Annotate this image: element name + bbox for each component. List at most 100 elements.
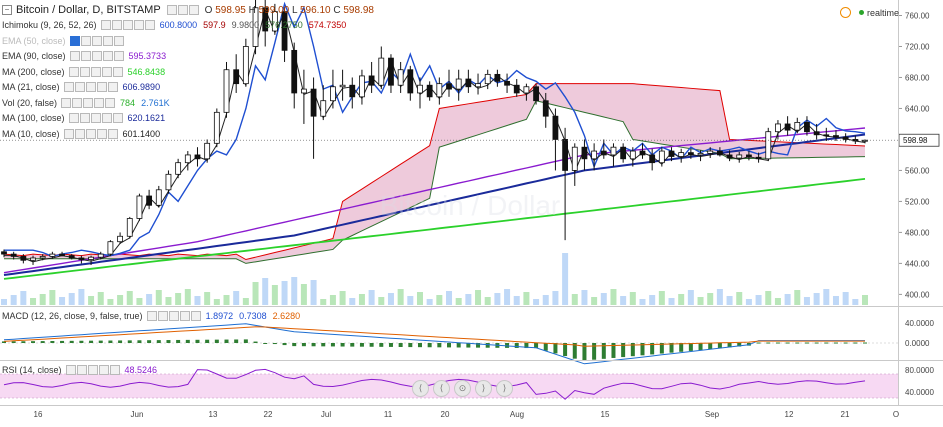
legend-value: 595.3733 [128, 51, 167, 61]
candle-body [746, 154, 752, 158]
candle-body [310, 88, 317, 117]
legend-controls[interactable] [63, 82, 118, 92]
time-tick-label: Aug [510, 410, 524, 419]
volume-bar [252, 282, 259, 305]
legend-row[interactable]: Ichimoku (9, 26, 52, 26) 600.8000 597.9 9.9… [2, 20, 352, 30]
volume-bar [687, 290, 694, 305]
candle-body [68, 255, 75, 259]
macd-histogram-bar [814, 342, 819, 344]
macd-histogram-bar [263, 343, 268, 344]
candle-body [39, 256, 46, 259]
legend-row[interactable]: Vol (20, false) 784 2.761K [2, 97, 176, 108]
macd-histogram-bar [766, 342, 771, 344]
legend-row[interactable]: MA (100, close) 620.1621 [2, 113, 171, 123]
candle-body [823, 134, 830, 137]
candle-body [484, 73, 491, 85]
macd-histogram-bar [456, 343, 461, 348]
candle-body [88, 256, 94, 260]
volume-bar [649, 295, 656, 305]
watermark-text: Bitcoin / Dollar [380, 190, 561, 221]
legend-row[interactable]: MA (200, close) 546.8438 [2, 66, 171, 77]
legend-value: 2.6280 [272, 311, 301, 321]
legend-row[interactable]: EMA (90, close) 595.3733 [2, 51, 172, 61]
volume-bar [126, 291, 133, 305]
candle-body [436, 83, 443, 98]
volume-bar [436, 295, 443, 305]
macd-histogram-bar [185, 339, 190, 343]
collapse-icon[interactable]: − [2, 5, 12, 15]
candle-body [600, 150, 607, 156]
candle-body [349, 84, 356, 98]
ohlc-readout: O 598.95 H 599.00 L 596.10 C 598.98 [204, 4, 374, 16]
volume-bar [610, 289, 617, 305]
symbol-controls[interactable] [166, 5, 199, 15]
volume-bar [368, 290, 375, 305]
candle-body [339, 84, 346, 88]
legend-controls[interactable] [63, 128, 118, 139]
legend-controls[interactable] [65, 365, 120, 375]
legend-row[interactable]: MA (21, close) 606.9890 [2, 82, 166, 92]
macd-histogram-bar [89, 340, 94, 343]
volume-bar [697, 297, 704, 305]
macd-histogram-bar [292, 343, 297, 347]
candle-body [146, 195, 153, 206]
volume-bar [204, 292, 211, 305]
volume-bar [639, 299, 646, 305]
candle-body [707, 150, 714, 154]
macd-histogram-bar [485, 343, 490, 348]
time-tick-label: O [893, 410, 899, 419]
candle-body [523, 86, 530, 94]
macd-histogram-bar [98, 340, 103, 343]
legend-row[interactable]: MA (10, close) 601.1400 [2, 128, 166, 139]
scroll-left-far-icon[interactable]: ⟨ [412, 380, 429, 397]
volume-bar [320, 299, 327, 305]
legend-value: 0.7308 [239, 311, 267, 321]
volume-bar [426, 299, 433, 305]
candle-body [833, 135, 839, 138]
legend-controls[interactable] [69, 35, 124, 46]
candle-body [446, 83, 452, 90]
legend-indicator-name: RSI (14, close) [2, 365, 62, 375]
candle-body [716, 150, 723, 156]
candle-body [107, 241, 114, 255]
legend-controls[interactable] [146, 311, 201, 321]
volume-bar [678, 294, 685, 305]
legend-controls[interactable] [68, 113, 123, 123]
volume-bar [97, 292, 104, 305]
macd-histogram-bar [621, 343, 626, 358]
scroll-right-icon[interactable]: ⟩ [475, 380, 492, 397]
candle-body [765, 131, 772, 160]
candle-body [330, 86, 336, 102]
macd-histogram-bar [427, 343, 432, 348]
legend-controls[interactable] [61, 97, 116, 108]
legend-row[interactable]: EMA (50, close) [2, 35, 129, 46]
volume-bar [581, 290, 588, 305]
volume-bar [291, 277, 298, 305]
scroll-left-icon[interactable]: ⟨ [433, 380, 450, 397]
candle-body [804, 122, 810, 133]
legend-controls[interactable] [69, 51, 124, 61]
legend-indicator-name: MA (200, close) [2, 66, 65, 77]
macd-histogram-bar [21, 341, 26, 343]
scroll-right-far-icon[interactable]: ⟩ [496, 380, 513, 397]
price-tick-label: 760.00 [905, 11, 930, 20]
macd-histogram-bar [282, 343, 287, 346]
reset-view-icon[interactable]: ⊙ [454, 380, 471, 397]
volume-bar [504, 289, 511, 305]
legend-row[interactable]: RSI (14, close) 48.5246 [2, 365, 163, 375]
symbol-title: Bitcoin / Dollar, D, BITSTAMP [16, 4, 161, 16]
volume-bar [862, 295, 868, 305]
candle-body [794, 122, 801, 131]
candle-body [639, 150, 646, 156]
volume-bar [271, 285, 278, 305]
realtime-indicator[interactable]: realtime [840, 7, 899, 18]
legend-row[interactable]: MACD (12, 26, close, 9, false, true) 1.89… [2, 311, 306, 321]
macd-histogram-bar [118, 340, 123, 343]
macd-histogram-bar [234, 339, 239, 343]
macd-histogram-bar [708, 343, 713, 350]
legend-controls[interactable] [68, 66, 123, 77]
legend-controls[interactable] [100, 20, 155, 30]
